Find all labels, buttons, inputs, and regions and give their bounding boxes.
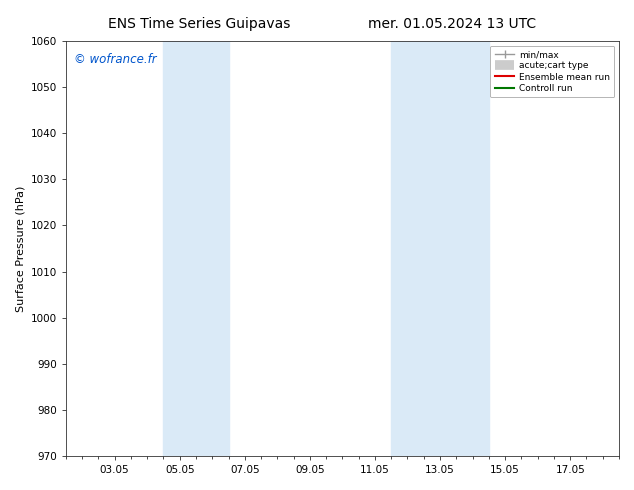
Legend: min/max, acute;cart type, Ensemble mean run, Controll run: min/max, acute;cart type, Ensemble mean … <box>490 46 614 98</box>
Y-axis label: Surface Pressure (hPa): Surface Pressure (hPa) <box>15 185 25 312</box>
Text: mer. 01.05.2024 13 UTC: mer. 01.05.2024 13 UTC <box>368 17 536 31</box>
Bar <box>391 41 489 456</box>
Text: ENS Time Series Guipavas: ENS Time Series Guipavas <box>108 17 290 31</box>
Bar <box>164 41 228 456</box>
Text: © wofrance.fr: © wofrance.fr <box>74 53 157 67</box>
